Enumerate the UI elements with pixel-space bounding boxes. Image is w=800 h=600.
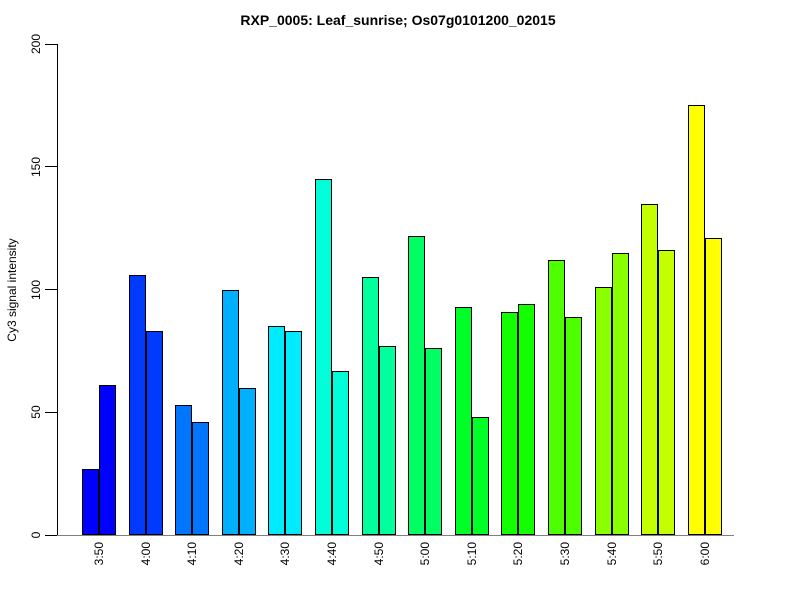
y-tick-label-200: 200 — [29, 33, 43, 55]
bar-5-50-2 — [658, 250, 676, 535]
bar-5-40-2 — [611, 252, 629, 535]
bar-4-00-1 — [128, 274, 146, 535]
x-tick-label-5-20: 5:20 — [511, 542, 526, 566]
y-tick-50 — [45, 411, 57, 413]
y-tick-label-150: 150 — [29, 156, 43, 177]
bar-4-30-1 — [268, 326, 286, 535]
x-tick-label-5-10: 5:10 — [464, 542, 479, 566]
x-tick-label-5-00: 5:00 — [418, 542, 433, 566]
x-tick-label-5-30: 5:30 — [558, 542, 572, 566]
bar-5-10-2 — [471, 417, 489, 535]
x-tick-label-6-00: 6:00 — [697, 542, 712, 566]
bar-5-40-1 — [594, 287, 612, 535]
bar-5-10-1 — [454, 306, 472, 535]
bar-4-40-2 — [332, 370, 349, 535]
x-tick-label-4-20: 4:20 — [231, 542, 246, 566]
bar-5-30-2 — [565, 316, 582, 535]
y-axis-line — [57, 44, 58, 536]
bar-4-10-2 — [192, 422, 210, 535]
bar-3-50-1 — [82, 468, 99, 535]
chart-title: RXP_0005: Leaf_sunrise; Os07g0101200_020… — [240, 12, 556, 28]
bar-4-40-1 — [315, 179, 332, 535]
y-tick-label-50: 50 — [29, 405, 43, 419]
bar-5-30-1 — [548, 260, 565, 535]
bar-5-20-1 — [501, 311, 519, 535]
x-tick-label-4-40: 4:40 — [325, 542, 339, 566]
bar-3-50-2 — [99, 385, 116, 535]
plot-area — [57, 44, 734, 535]
bar-4-50-1 — [361, 277, 379, 535]
x-tick-label-4-30: 4:30 — [278, 542, 293, 566]
x-axis-line — [57, 535, 734, 536]
y-tick-200 — [45, 43, 57, 45]
x-tick-label-5-40: 5:40 — [604, 542, 619, 566]
y-tick-150 — [45, 166, 57, 168]
x-tick-label-4-00: 4:00 — [138, 542, 153, 566]
bar-5-00-2 — [425, 348, 443, 535]
x-tick-label-4-10: 4:10 — [185, 542, 200, 566]
bar-5-50-1 — [641, 203, 659, 535]
x-tick-label-3-50: 3:50 — [92, 542, 106, 566]
bar-4-10-1 — [175, 404, 193, 535]
x-tick-label-4-50: 4:50 — [371, 542, 386, 566]
y-tick-0 — [45, 534, 57, 536]
y-tick-100 — [45, 289, 57, 290]
y-tick-label-100: 100 — [29, 279, 43, 300]
y-tick-label-0: 0 — [29, 531, 43, 539]
bar-4-30-2 — [285, 331, 303, 535]
bar-4-00-2 — [145, 331, 163, 535]
bar-6-00-1 — [687, 105, 705, 535]
bar-4-20-1 — [221, 289, 239, 535]
x-tick-label-5-50: 5:50 — [651, 542, 666, 566]
bar-5-00-1 — [408, 235, 426, 535]
bar-4-20-2 — [238, 387, 256, 535]
y-axis-title: Cy3 signal intensity — [5, 238, 19, 342]
bar-4-50-2 — [378, 346, 396, 535]
bar-5-20-2 — [518, 304, 536, 535]
bar-6-00-2 — [704, 237, 722, 535]
